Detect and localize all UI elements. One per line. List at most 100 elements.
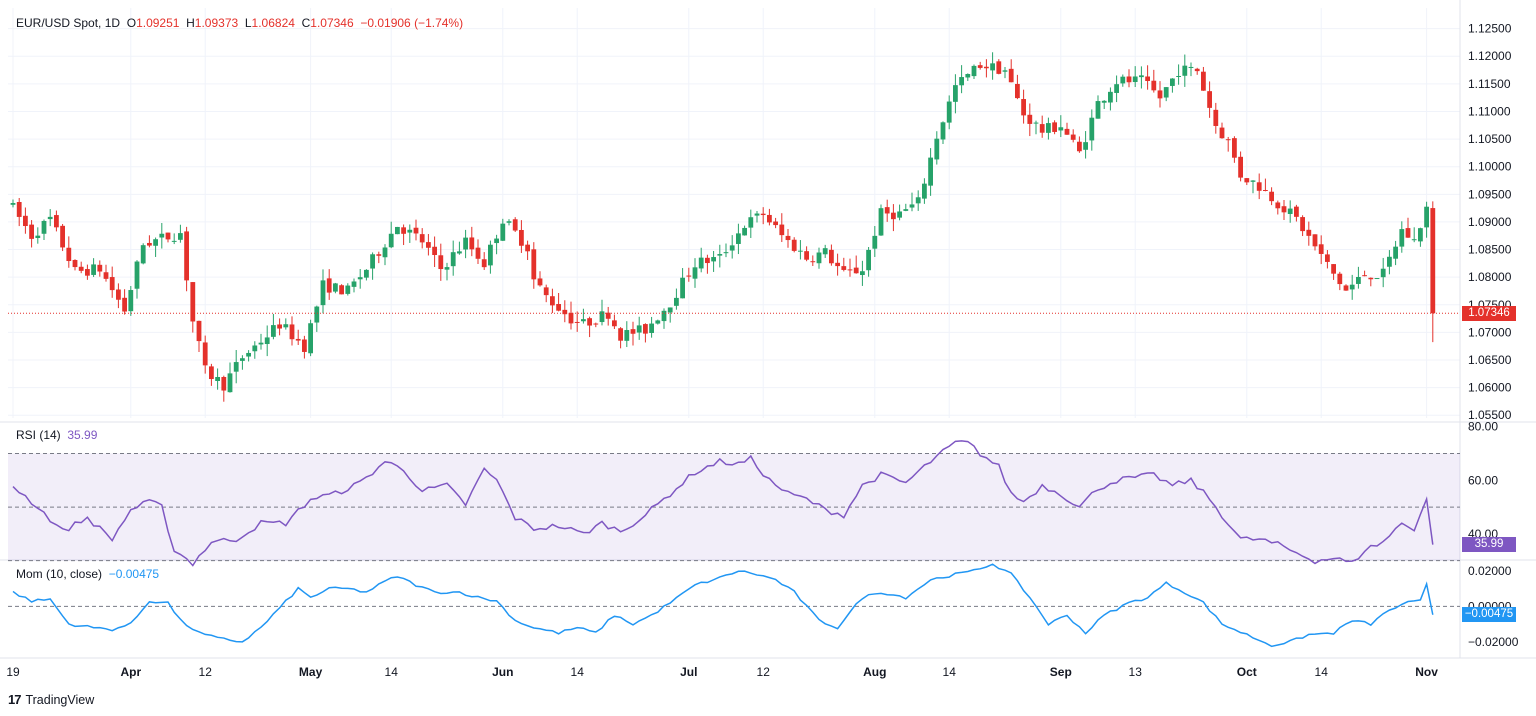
candle-body (475, 247, 481, 259)
candle-body (593, 323, 599, 325)
candle-body (655, 320, 661, 324)
candle-body (605, 312, 611, 319)
candle-body (289, 324, 295, 340)
candle-body (1294, 206, 1299, 217)
candle-body (264, 337, 270, 345)
candle-body (1145, 76, 1150, 82)
candle-body (153, 239, 158, 246)
candle-body (494, 238, 499, 244)
candle-body (636, 325, 642, 333)
candle-body (1194, 68, 1200, 72)
time-tick-label: 12 (757, 665, 771, 679)
price-tick-label: 1.09500 (1468, 187, 1512, 201)
candle-body (643, 324, 648, 334)
candle-body (680, 277, 685, 299)
candle-body (16, 201, 22, 217)
candle-body (1126, 76, 1132, 83)
candle-body (562, 309, 568, 315)
candle-body (1108, 91, 1113, 103)
candle-body (1250, 180, 1256, 182)
time-tick-label: 12 (199, 665, 213, 679)
candle-body (500, 223, 506, 241)
candle-body (215, 376, 220, 382)
time-tick-label: Oct (1237, 665, 1257, 679)
candle-body (878, 208, 884, 236)
candle-body (196, 320, 202, 342)
mom-label[interactable]: Mom (10, close) (16, 567, 103, 581)
candle-body (742, 227, 747, 236)
candle-body (60, 225, 65, 248)
candle-body (1170, 78, 1175, 86)
candle-body (351, 281, 357, 287)
candle-body (246, 352, 251, 357)
candle-body (326, 278, 332, 293)
momentum-pane[interactable]: 0.020000.00000−0.02000 (8, 563, 1519, 649)
candle-body (413, 227, 419, 234)
candle-body (791, 239, 797, 251)
candle-body (723, 252, 729, 254)
candle-body (568, 312, 574, 324)
candle-body (1399, 229, 1405, 247)
candle-body (72, 260, 78, 268)
candle-body (736, 233, 741, 244)
candle-body (1188, 66, 1194, 68)
candle-body (822, 248, 828, 255)
time-tick-label: 14 (1315, 665, 1329, 679)
price-tick-label: 1.11500 (1468, 77, 1511, 91)
mom-value: −0.00475 (108, 567, 160, 581)
candle-body (971, 65, 977, 77)
price-candles[interactable] (8, 52, 1460, 402)
candle-body (29, 224, 34, 239)
high-value: 1.09373 (194, 16, 239, 30)
candle-body (488, 244, 493, 266)
candle-body (469, 237, 475, 250)
candle-body (1201, 71, 1206, 91)
candle-body (221, 376, 227, 391)
candle-body (630, 329, 636, 334)
time-tick-label: 14 (943, 665, 957, 679)
candle-body (159, 233, 165, 238)
candle-body (853, 267, 859, 274)
candle-body (1033, 122, 1039, 124)
price-tick-label: 1.06500 (1468, 353, 1512, 367)
time-axis: 19 Apr 12 May 14 Jun 14 Jul 12 Aug 14 Sep 13 Oct 14 Nov (0, 657, 1536, 679)
candle-body (1064, 128, 1070, 135)
candle-body (134, 261, 140, 289)
candle-body (841, 266, 847, 270)
candle-body (1318, 244, 1324, 254)
candle-body (178, 233, 183, 240)
candle-body (1163, 87, 1169, 98)
candle-body (47, 216, 53, 220)
change-value: −0.01906 (−1.74%) (360, 16, 464, 30)
momentum-line (12, 563, 1434, 648)
candle-body (1263, 190, 1268, 192)
candle-body (574, 321, 580, 323)
symbol-title[interactable]: EUR/USD Spot, 1D (16, 16, 121, 30)
candle-body (1387, 256, 1392, 267)
candle-body (1207, 91, 1212, 108)
candle-body (953, 85, 958, 102)
candle-body (1393, 246, 1398, 259)
candle-body (686, 275, 692, 277)
candle-body (928, 157, 933, 186)
brand[interactable]: 17 TradingView (8, 692, 94, 707)
candle-body (1070, 134, 1076, 140)
candle-body (1157, 90, 1163, 99)
candle-body (897, 211, 902, 218)
price-tick-label: 1.09000 (1468, 215, 1512, 229)
candle-body (1046, 123, 1051, 133)
candle-body (1380, 268, 1386, 278)
candle-body (1362, 275, 1367, 277)
candle-body (785, 235, 791, 241)
candle-body (1418, 228, 1423, 242)
price-tick-label: 1.12500 (1468, 22, 1512, 36)
time-tick-label: 14 (571, 665, 585, 679)
price-axis: 1.12500 1.12000 1.11500 1.11000 1.10500 1.100… (1468, 22, 1512, 423)
rsi-label[interactable]: RSI (14) (16, 428, 61, 442)
time-tick-label: May (299, 665, 323, 679)
candle-body (1374, 278, 1380, 280)
time-tick-label: Jun (492, 665, 513, 679)
candle-body (1300, 217, 1305, 232)
